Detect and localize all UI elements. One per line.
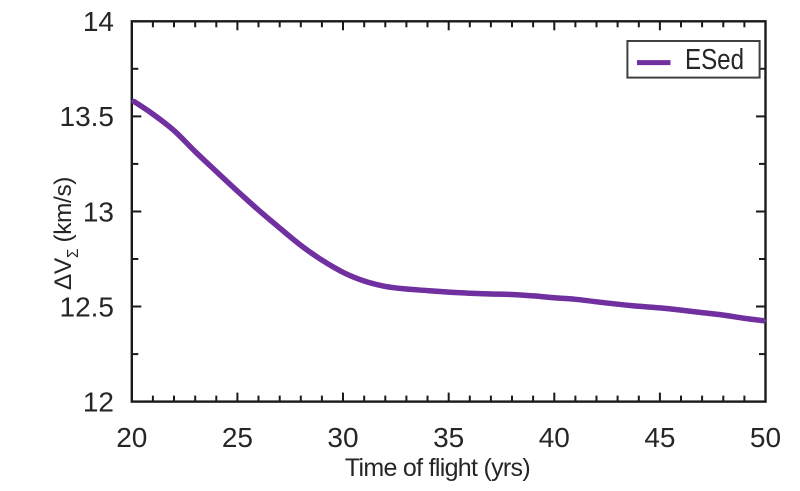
svg-text:14: 14: [83, 6, 114, 37]
svg-text:Time of flight (yrs): Time of flight (yrs): [345, 454, 530, 482]
svg-text:35: 35: [433, 422, 464, 453]
svg-text:45: 45: [644, 422, 675, 453]
svg-text:30: 30: [327, 422, 358, 453]
svg-text:13: 13: [83, 196, 114, 227]
svg-text:25: 25: [222, 422, 253, 453]
svg-text:12.5: 12.5: [60, 291, 115, 322]
svg-text:ESed: ESed: [685, 44, 744, 76]
svg-text:40: 40: [539, 422, 570, 453]
svg-text:12: 12: [83, 386, 114, 417]
svg-text:50: 50: [750, 422, 781, 453]
svg-text:20: 20: [116, 422, 147, 453]
svg-text:13.5: 13.5: [60, 101, 115, 132]
svg-text:ΔVΣ (km/s): ΔVΣ (km/s): [50, 177, 82, 290]
